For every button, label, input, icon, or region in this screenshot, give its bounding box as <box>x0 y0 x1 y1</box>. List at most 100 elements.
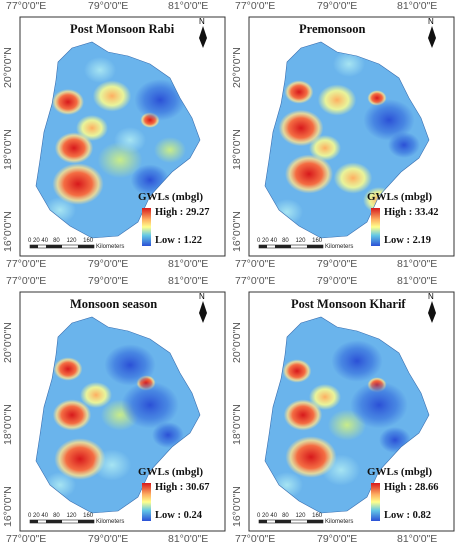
lon-label-79-bottom: 79°0'0"E <box>317 258 358 270</box>
lon-label-77: 77°0'0"E <box>235 0 276 12</box>
surface-blob <box>76 115 108 141</box>
surface-blob <box>121 381 179 429</box>
surface-blob <box>350 381 408 429</box>
lon-label-79: 79°0'0"E <box>88 0 129 12</box>
lon-label-77-bottom: 77°0'0"E <box>235 533 276 545</box>
scale-unit: Kilometers <box>325 519 354 525</box>
map-title: Post Monsoon Rabi <box>70 22 175 36</box>
surface-blob <box>284 80 314 104</box>
map-panel-post-monsoon-kharif: 77°0'0"E 79°0'0"E 81°0'0"E 77°0'0"E 79°0… <box>229 275 458 550</box>
legend-low: Low : 0.82 <box>384 510 431 521</box>
legend-colorbar <box>371 483 380 521</box>
legend-colorbar <box>142 483 151 521</box>
groundwater-map <box>264 316 430 514</box>
lon-label-81: 81°0'0"E <box>397 275 438 287</box>
surface-blob <box>54 132 94 164</box>
legend-title: GWLs (mbgl) <box>367 466 433 478</box>
north-arrow-icon <box>199 301 207 323</box>
surface-blob <box>104 344 156 386</box>
legend-high: High : 30.67 <box>155 482 210 493</box>
scale-unit: Kilometers <box>96 244 125 250</box>
map-panel-monsoon-season: 77°0'0"E 79°0'0"E 81°0'0"E 77°0'0"E 79°0… <box>0 275 229 550</box>
surface-blobs <box>44 344 184 498</box>
surface-blob <box>154 137 186 163</box>
scale-ticks: 0 20 40 80 120 160 <box>28 513 94 519</box>
surface-blob <box>152 422 184 448</box>
surface-blob <box>80 382 112 408</box>
scale-ticks: 0 20 40 80 120 160 <box>28 238 94 244</box>
lon-label-77: 77°0'0"E <box>6 275 47 287</box>
surface-blob <box>52 399 92 431</box>
surface-blob <box>53 357 83 381</box>
north-arrow-icon <box>428 301 436 323</box>
legend-low: Low : 1.22 <box>155 235 202 246</box>
lon-label-77: 77°0'0"E <box>235 275 276 287</box>
north-arrow: N <box>428 17 436 48</box>
map-title: Monsoon season <box>70 297 158 311</box>
scale-unit: Kilometers <box>96 519 125 525</box>
legend-colorbar <box>142 208 151 246</box>
surface-blob <box>84 57 116 83</box>
lon-label-81: 81°0'0"E <box>397 0 438 12</box>
legend-title: GWLs (mbgl) <box>138 191 204 203</box>
legend-ramp <box>371 208 380 246</box>
lon-label-77-bottom: 77°0'0"E <box>6 258 47 270</box>
lon-label-77: 77°0'0"E <box>6 0 47 12</box>
groundwater-map <box>35 316 201 514</box>
surface-blob <box>92 80 132 112</box>
surface-blobs <box>271 340 411 498</box>
lon-label-79-bottom: 79°0'0"E <box>317 533 358 545</box>
surface-blob <box>309 384 341 410</box>
north-arrow-label: N <box>199 17 205 26</box>
legend-high: High : 29.27 <box>155 207 210 218</box>
north-arrow: N <box>199 17 207 48</box>
state-boundary <box>35 316 201 514</box>
legend-high: High : 33.42 <box>384 207 439 218</box>
legend-title: GWLs (mbgl) <box>367 191 433 203</box>
surface-blob <box>92 449 132 481</box>
lon-label-81-bottom: 81°0'0"E <box>397 533 438 545</box>
lon-label-81: 81°0'0"E <box>168 0 209 12</box>
scale-bar <box>258 244 324 249</box>
lon-label-79-bottom: 79°0'0"E <box>88 258 129 270</box>
surface-blob <box>331 340 383 382</box>
surface-blob <box>114 127 146 153</box>
lon-label-81: 81°0'0"E <box>168 275 209 287</box>
lon-label-81-bottom: 81°0'0"E <box>168 533 209 545</box>
state-boundary <box>264 316 430 514</box>
surface-blob <box>54 438 106 480</box>
map-frame-svg: N <box>248 16 455 257</box>
surface-blob <box>283 399 323 431</box>
surface-blob <box>285 154 333 194</box>
north-arrow-label: N <box>428 17 434 26</box>
lon-label-79-bottom: 79°0'0"E <box>88 533 129 545</box>
lon-label-79: 79°0'0"E <box>317 0 358 12</box>
map-frame-svg: N <box>19 291 226 532</box>
north-arrow: N <box>199 292 207 323</box>
north-arrow-icon <box>428 26 436 48</box>
map-title: Premonsoon <box>299 22 366 36</box>
map-panel-post-monsoon-rabi: 77°0'0"E 79°0'0"E 81°0'0"E 77°0'0"E 79°0… <box>0 0 229 275</box>
state-boundary <box>35 41 201 239</box>
lon-label-79: 79°0'0"E <box>317 275 358 287</box>
legend-colorbar <box>371 208 380 246</box>
legend-low: Low : 0.24 <box>155 510 202 521</box>
legend-title: GWLs (mbgl) <box>138 466 204 478</box>
lon-label-77-bottom: 77°0'0"E <box>6 533 47 545</box>
legend-ramp <box>142 208 151 246</box>
legend-high: High : 28.66 <box>384 482 439 493</box>
surface-blob <box>317 84 357 116</box>
scale-bar <box>258 519 324 524</box>
scale-bar <box>29 244 95 249</box>
north-arrow-label: N <box>199 292 205 301</box>
surface-blob <box>278 109 324 147</box>
legend-low: Low : 2.19 <box>384 235 431 246</box>
map-frame-svg: N <box>19 16 226 257</box>
surface-blob <box>309 135 341 161</box>
surface-blob <box>134 79 186 121</box>
lon-label-79: 79°0'0"E <box>88 275 129 287</box>
state-boundary <box>264 41 430 239</box>
surface-blob <box>363 99 415 141</box>
surface-blob <box>282 359 312 383</box>
map-panel-premonsoon: 77°0'0"E 79°0'0"E 81°0'0"E 77°0'0"E 79°0… <box>229 0 458 275</box>
